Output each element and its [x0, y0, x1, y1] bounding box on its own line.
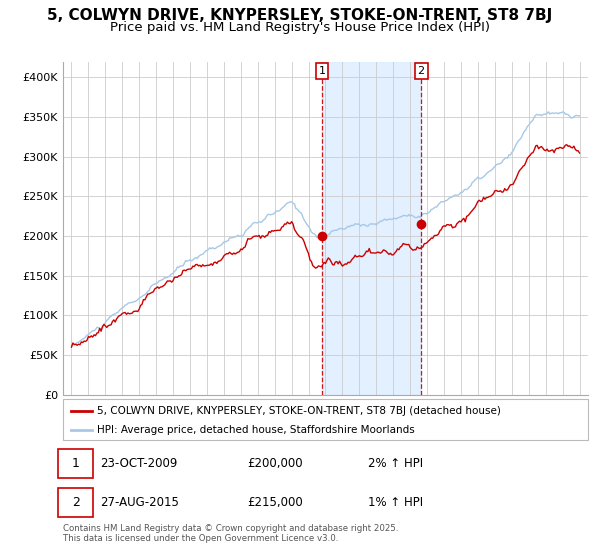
Text: 1: 1: [71, 457, 80, 470]
Text: 27-AUG-2015: 27-AUG-2015: [100, 496, 179, 509]
Text: £215,000: £215,000: [247, 496, 302, 509]
Text: Contains HM Land Registry data © Crown copyright and database right 2025.
This d: Contains HM Land Registry data © Crown c…: [63, 524, 398, 543]
Text: 1% ↑ HPI: 1% ↑ HPI: [367, 496, 422, 509]
FancyBboxPatch shape: [58, 488, 94, 517]
Text: Price paid vs. HM Land Registry's House Price Index (HPI): Price paid vs. HM Land Registry's House …: [110, 21, 490, 34]
Text: 5, COLWYN DRIVE, KNYPERSLEY, STOKE-ON-TRENT, ST8 7BJ (detached house): 5, COLWYN DRIVE, KNYPERSLEY, STOKE-ON-TR…: [97, 405, 501, 416]
Bar: [322, 62, 421, 395]
FancyBboxPatch shape: [58, 449, 94, 478]
Text: 23-OCT-2009: 23-OCT-2009: [100, 457, 177, 470]
Text: 2% ↑ HPI: 2% ↑ HPI: [367, 457, 422, 470]
Text: 5, COLWYN DRIVE, KNYPERSLEY, STOKE-ON-TRENT, ST8 7BJ: 5, COLWYN DRIVE, KNYPERSLEY, STOKE-ON-TR…: [47, 8, 553, 24]
Text: 1: 1: [319, 66, 325, 76]
Text: 2: 2: [418, 66, 425, 76]
Text: HPI: Average price, detached house, Staffordshire Moorlands: HPI: Average price, detached house, Staf…: [97, 424, 415, 435]
Text: 2: 2: [71, 496, 80, 509]
Text: £200,000: £200,000: [247, 457, 302, 470]
